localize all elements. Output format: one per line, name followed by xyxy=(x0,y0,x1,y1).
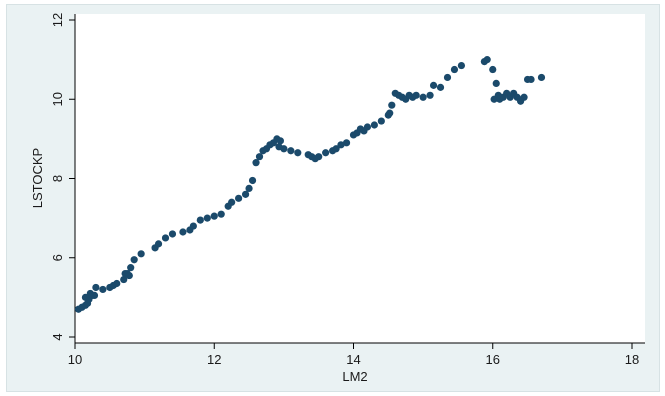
y-tick-label: 12 xyxy=(50,13,65,27)
data-point xyxy=(130,256,138,264)
data-point xyxy=(245,184,253,193)
data-point xyxy=(386,109,394,117)
data-point xyxy=(287,147,295,155)
x-tick-label: 18 xyxy=(625,352,639,367)
data-point xyxy=(457,61,466,70)
data-point xyxy=(255,153,264,161)
data-point xyxy=(189,222,197,230)
data-point xyxy=(92,283,100,292)
data-point xyxy=(235,194,243,202)
data-point xyxy=(252,159,260,167)
data-point xyxy=(137,250,145,258)
y-tick-label: 6 xyxy=(50,254,65,261)
data-point xyxy=(412,91,420,99)
data-point xyxy=(436,83,445,91)
data-point xyxy=(429,81,438,89)
data-point xyxy=(179,228,187,236)
data-point xyxy=(294,149,302,157)
y-axis-title: LSTOCKP xyxy=(30,148,45,208)
data-point xyxy=(483,56,491,64)
data-point xyxy=(426,91,434,99)
y-tick-label: 10 xyxy=(50,92,65,106)
data-point xyxy=(168,230,177,238)
x-tick-label: 10 xyxy=(68,352,82,367)
data-point xyxy=(315,153,323,161)
x-tick-label: 12 xyxy=(207,352,221,367)
data-point xyxy=(450,65,459,74)
data-point xyxy=(492,79,500,87)
data-point xyxy=(419,93,427,101)
data-point xyxy=(527,75,535,84)
data-point xyxy=(322,149,330,157)
data-point xyxy=(520,93,528,101)
x-tick-label: 14 xyxy=(346,352,360,367)
data-point xyxy=(342,139,351,147)
data-point xyxy=(228,198,236,206)
data-point xyxy=(90,291,99,299)
data-points xyxy=(74,56,546,313)
data-point xyxy=(203,214,211,222)
plot-area xyxy=(75,14,645,343)
y-axis-ticks: 4 6 8 10 12 xyxy=(50,13,75,341)
data-point xyxy=(332,145,340,153)
data-point xyxy=(81,293,90,301)
data-point xyxy=(388,101,396,109)
data-point xyxy=(210,212,218,220)
data-point xyxy=(125,271,133,280)
data-point xyxy=(489,65,497,74)
data-point xyxy=(280,145,288,153)
data-point xyxy=(537,73,546,82)
y-tick-label: 8 xyxy=(50,175,65,182)
data-point xyxy=(154,240,163,248)
data-point xyxy=(120,275,128,284)
data-point xyxy=(377,117,385,125)
x-axis-title: LM2 xyxy=(342,369,367,384)
data-point xyxy=(276,137,284,145)
data-point xyxy=(99,285,107,294)
data-point xyxy=(337,141,345,149)
data-point xyxy=(241,190,250,198)
y-tick-label: 4 xyxy=(50,333,65,340)
data-point xyxy=(113,279,121,288)
data-point xyxy=(443,73,452,82)
data-point xyxy=(127,264,135,272)
data-point xyxy=(161,234,170,242)
data-point xyxy=(196,216,204,224)
x-tick-label: 16 xyxy=(486,352,500,367)
data-point xyxy=(248,176,257,185)
x-axis-ticks: 10 12 14 16 18 xyxy=(68,343,639,367)
data-point xyxy=(370,121,378,129)
data-point xyxy=(217,210,225,218)
data-point xyxy=(363,123,372,131)
